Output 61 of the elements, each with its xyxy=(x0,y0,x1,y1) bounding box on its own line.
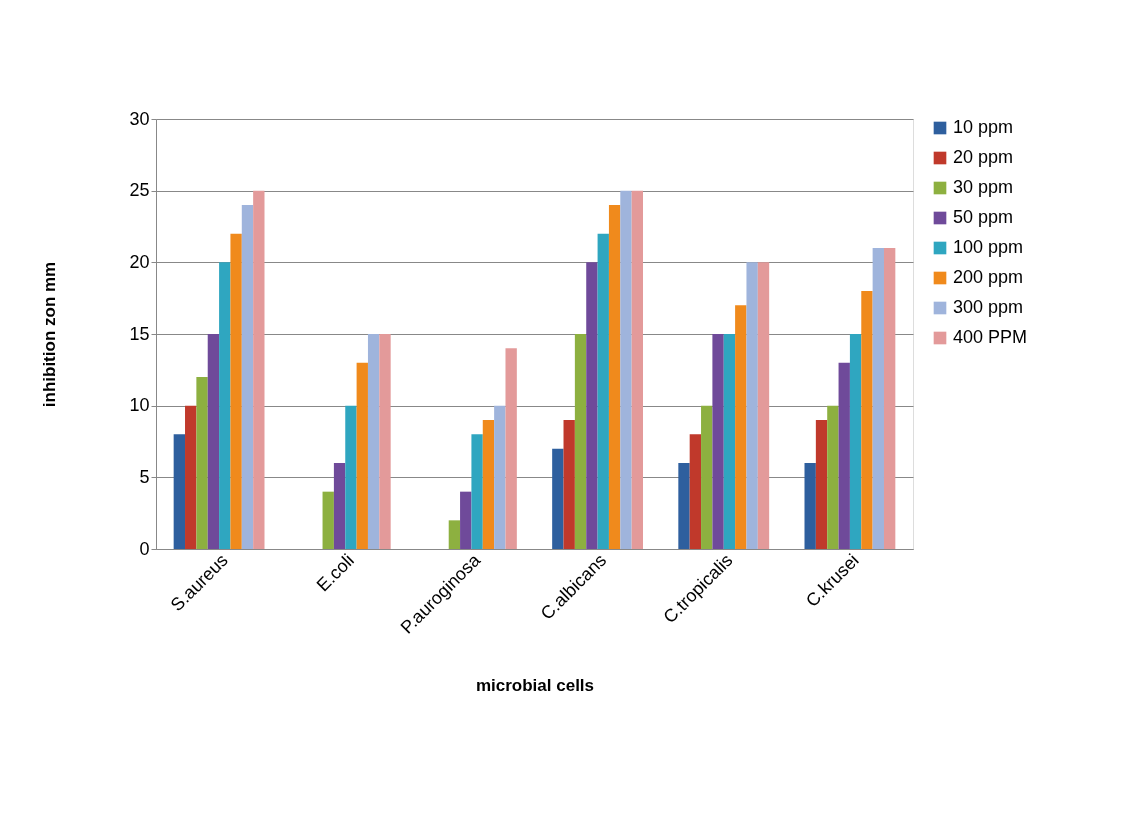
y-tick-label: 30 xyxy=(129,108,150,129)
y-tick-label: 25 xyxy=(129,180,150,201)
y-tick-label: 20 xyxy=(129,251,150,272)
bar xyxy=(379,334,391,549)
bar xyxy=(620,190,632,549)
bar xyxy=(196,377,208,549)
y-tick-label: 0 xyxy=(139,538,150,559)
bar xyxy=(241,205,254,549)
bar xyxy=(230,233,242,549)
bar xyxy=(597,233,609,549)
bar xyxy=(723,334,736,549)
bar xyxy=(333,463,346,549)
bar xyxy=(448,520,461,549)
bar xyxy=(827,405,839,549)
legend-label: 30 ppm xyxy=(953,177,1014,197)
bar xyxy=(367,334,380,549)
legend-label: 100 ppm xyxy=(953,237,1024,257)
bar xyxy=(608,205,621,549)
bar xyxy=(322,491,334,549)
legend-label: 400 PPM xyxy=(953,327,1028,347)
bar xyxy=(173,434,186,549)
bar xyxy=(586,262,598,549)
y-tick-label: 10 xyxy=(129,395,150,416)
y-axis-title: inhibition zon mm xyxy=(40,261,60,408)
bar xyxy=(689,434,702,549)
bar xyxy=(356,362,368,549)
bar xyxy=(505,348,517,549)
bar xyxy=(861,291,873,549)
bar xyxy=(471,434,483,549)
y-tick-label: 15 xyxy=(129,323,150,344)
bar xyxy=(883,248,896,549)
bar xyxy=(253,190,265,549)
bar xyxy=(552,448,564,549)
y-tick-label: 5 xyxy=(139,466,150,487)
bar xyxy=(849,334,862,549)
bar xyxy=(631,190,643,549)
bar xyxy=(185,405,197,549)
bar xyxy=(735,305,747,549)
legend-label: 200 ppm xyxy=(953,267,1024,287)
x-axis-title: microbial cells xyxy=(475,675,595,695)
bar xyxy=(482,420,495,549)
bar xyxy=(494,405,506,549)
bar xyxy=(746,262,758,549)
legend-label: 10 ppm xyxy=(953,117,1014,137)
bar xyxy=(815,420,828,549)
bar xyxy=(574,334,587,549)
bar xyxy=(563,420,575,549)
bar xyxy=(838,362,850,549)
bar xyxy=(460,491,472,549)
bar xyxy=(712,334,724,549)
bar xyxy=(757,262,770,549)
legend-label: 50 ppm xyxy=(953,207,1014,227)
bar xyxy=(345,405,357,549)
bar xyxy=(219,262,231,549)
bar xyxy=(701,405,713,549)
bar xyxy=(207,334,220,549)
legend-label: 300 ppm xyxy=(953,297,1024,317)
legend-label: 20 ppm xyxy=(953,147,1014,167)
bar xyxy=(804,463,816,549)
bar xyxy=(678,463,690,549)
bar xyxy=(872,248,884,549)
